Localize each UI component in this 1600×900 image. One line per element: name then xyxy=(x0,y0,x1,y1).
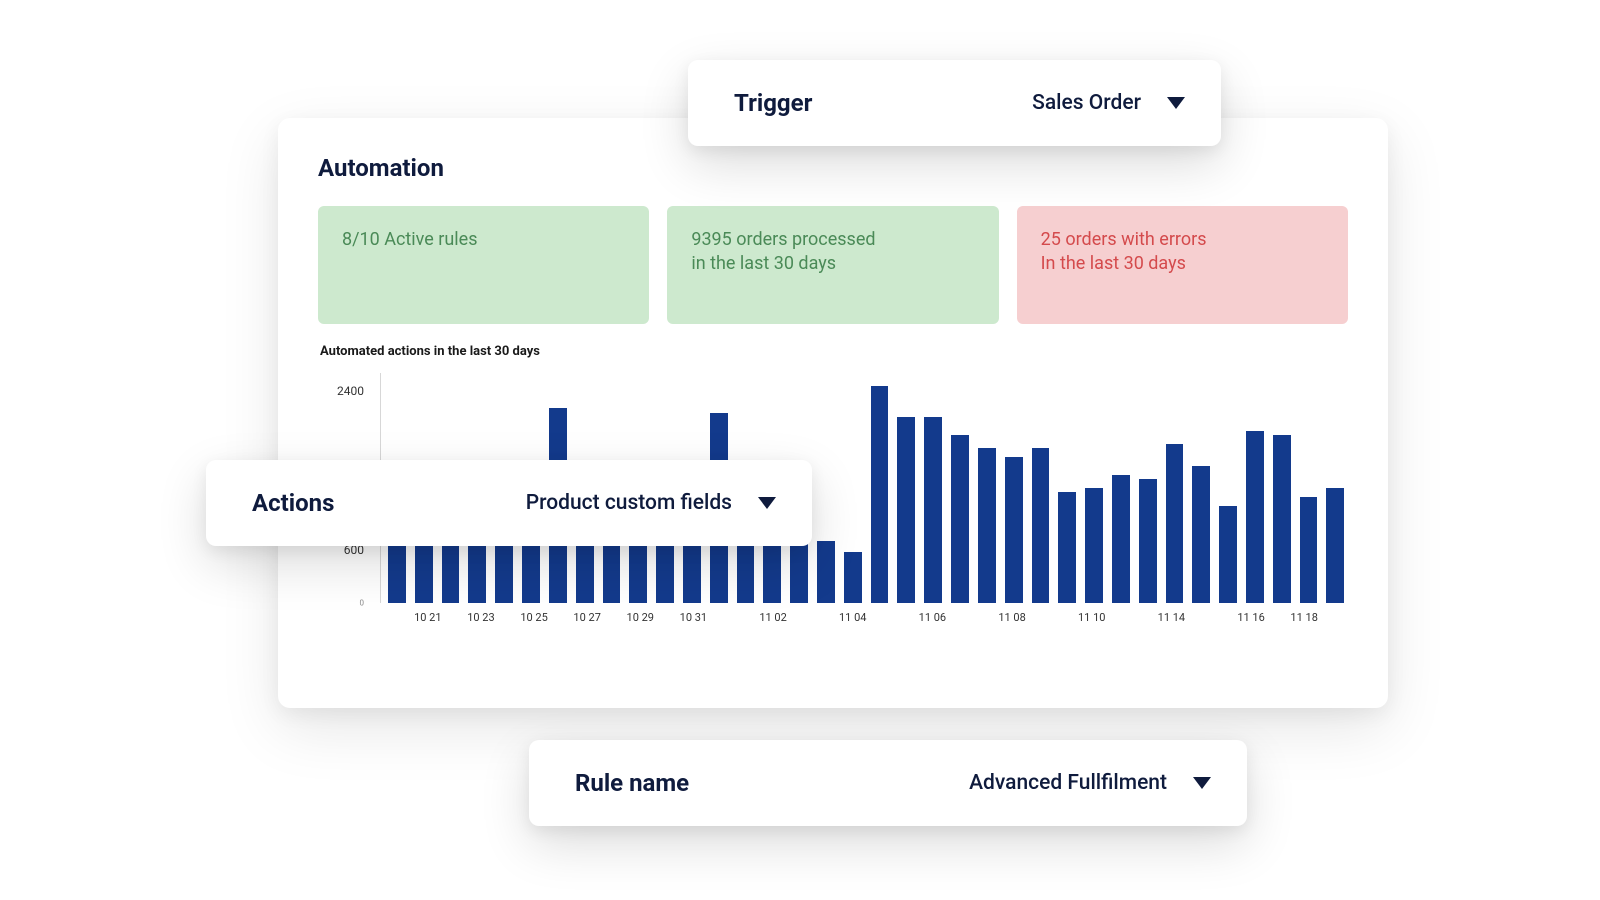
chart-bar xyxy=(1166,444,1184,603)
x-tick-label: 10 27 xyxy=(573,611,600,624)
stat-active-rules[interactable]: 8/10 Active rules xyxy=(318,206,649,324)
chart-bar xyxy=(737,541,755,603)
chart-bar xyxy=(897,417,915,603)
x-tick-label: 11 10 xyxy=(1078,611,1105,624)
chart-bar xyxy=(1058,492,1076,603)
chart-bar xyxy=(1005,457,1023,603)
chart-bar xyxy=(415,541,433,603)
chevron-down-icon xyxy=(1167,97,1185,109)
chart-bar xyxy=(1246,431,1264,604)
chart-bar xyxy=(1326,488,1344,603)
dropdown-value-wrap: Product custom fields xyxy=(526,491,776,515)
chart-bar xyxy=(1192,466,1210,603)
x-tick-label: 11 02 xyxy=(759,611,786,624)
x-tick-label: 11 16 xyxy=(1237,611,1264,624)
stat-errors[interactable]: 25 orders with errors In the last 30 day… xyxy=(1017,206,1348,324)
chart-bar xyxy=(1085,488,1103,603)
trigger-dropdown[interactable]: Trigger Sales Order xyxy=(688,60,1221,146)
chart-bar xyxy=(871,386,889,603)
dropdown-value: Sales Order xyxy=(1032,91,1141,115)
chart-bar xyxy=(603,541,621,603)
stat-line: 25 orders with errors xyxy=(1041,228,1324,252)
x-tick-label: 11 06 xyxy=(919,611,946,624)
x-tick-label: 10 25 xyxy=(520,611,547,624)
stat-processed[interactable]: 9395 orders processed in the last 30 day… xyxy=(667,206,998,324)
chart-bar xyxy=(656,541,674,603)
y-tick-zero: 0 xyxy=(360,599,365,608)
stat-line: In the last 30 days xyxy=(1041,252,1324,276)
chart-bar xyxy=(978,448,996,603)
chart-bar xyxy=(522,541,540,603)
chart-bar xyxy=(468,541,486,603)
chart-bar xyxy=(1112,475,1130,603)
dropdown-label: Actions xyxy=(252,489,334,517)
x-tick-label: 10 31 xyxy=(680,611,707,624)
x-tick-label: 11 18 xyxy=(1290,611,1317,624)
chart-title: Automated actions in the last 30 days xyxy=(320,344,1348,359)
dropdown-value-wrap: Sales Order xyxy=(1032,91,1185,115)
dropdown-value: Advanced Fullfilment xyxy=(969,771,1167,795)
chart-bar xyxy=(388,541,406,603)
x-tick-label: 10 23 xyxy=(467,611,494,624)
automation-dashboard: Automation 8/10 Active rules 9395 orders… xyxy=(278,118,1388,708)
stat-line: 9395 orders processed xyxy=(691,228,974,252)
dropdown-label: Trigger xyxy=(734,89,812,117)
chart-bar xyxy=(683,541,701,603)
chart-bar xyxy=(844,552,862,603)
rulename-dropdown[interactable]: Rule name Advanced Fullfilment xyxy=(529,740,1247,826)
chart-bar xyxy=(1032,448,1050,603)
chart-bar xyxy=(817,541,835,603)
chart-bar xyxy=(924,417,942,603)
stat-row: 8/10 Active rules 9395 orders processed … xyxy=(318,206,1348,324)
chart-bar xyxy=(1139,479,1157,603)
chart-bar xyxy=(442,541,460,603)
stat-line: in the last 30 days xyxy=(691,252,974,276)
stat-line: 8/10 Active rules xyxy=(342,228,625,252)
chart-bar xyxy=(763,541,781,603)
dropdown-value: Product custom fields xyxy=(526,491,732,515)
dropdown-value-wrap: Advanced Fullfilment xyxy=(969,771,1211,795)
chart-bar xyxy=(1300,497,1318,603)
dropdown-label: Rule name xyxy=(575,769,689,797)
chart-bar xyxy=(629,541,647,603)
chart-bar xyxy=(576,541,594,603)
chart-bar xyxy=(495,541,513,603)
x-tick-label: 11 14 xyxy=(1158,611,1185,624)
x-tick-label: 11 08 xyxy=(998,611,1025,624)
y-tick-label: 2400 xyxy=(337,384,364,398)
chart-bar xyxy=(1219,506,1237,603)
x-axis-labels: 10 21 10 23 10 25 10 27 10 29 10 31 11 02 11 04… xyxy=(388,611,1344,629)
page-title: Automation xyxy=(318,154,1348,182)
actions-dropdown[interactable]: Actions Product custom fields xyxy=(206,460,812,546)
chevron-down-icon xyxy=(1193,777,1211,789)
chevron-down-icon xyxy=(758,497,776,509)
chart-bar xyxy=(951,435,969,603)
chart-bar xyxy=(1273,435,1291,603)
x-tick-label: 10 29 xyxy=(627,611,654,624)
x-tick-label: 11 04 xyxy=(839,611,866,624)
x-tick-label: 10 21 xyxy=(414,611,441,624)
